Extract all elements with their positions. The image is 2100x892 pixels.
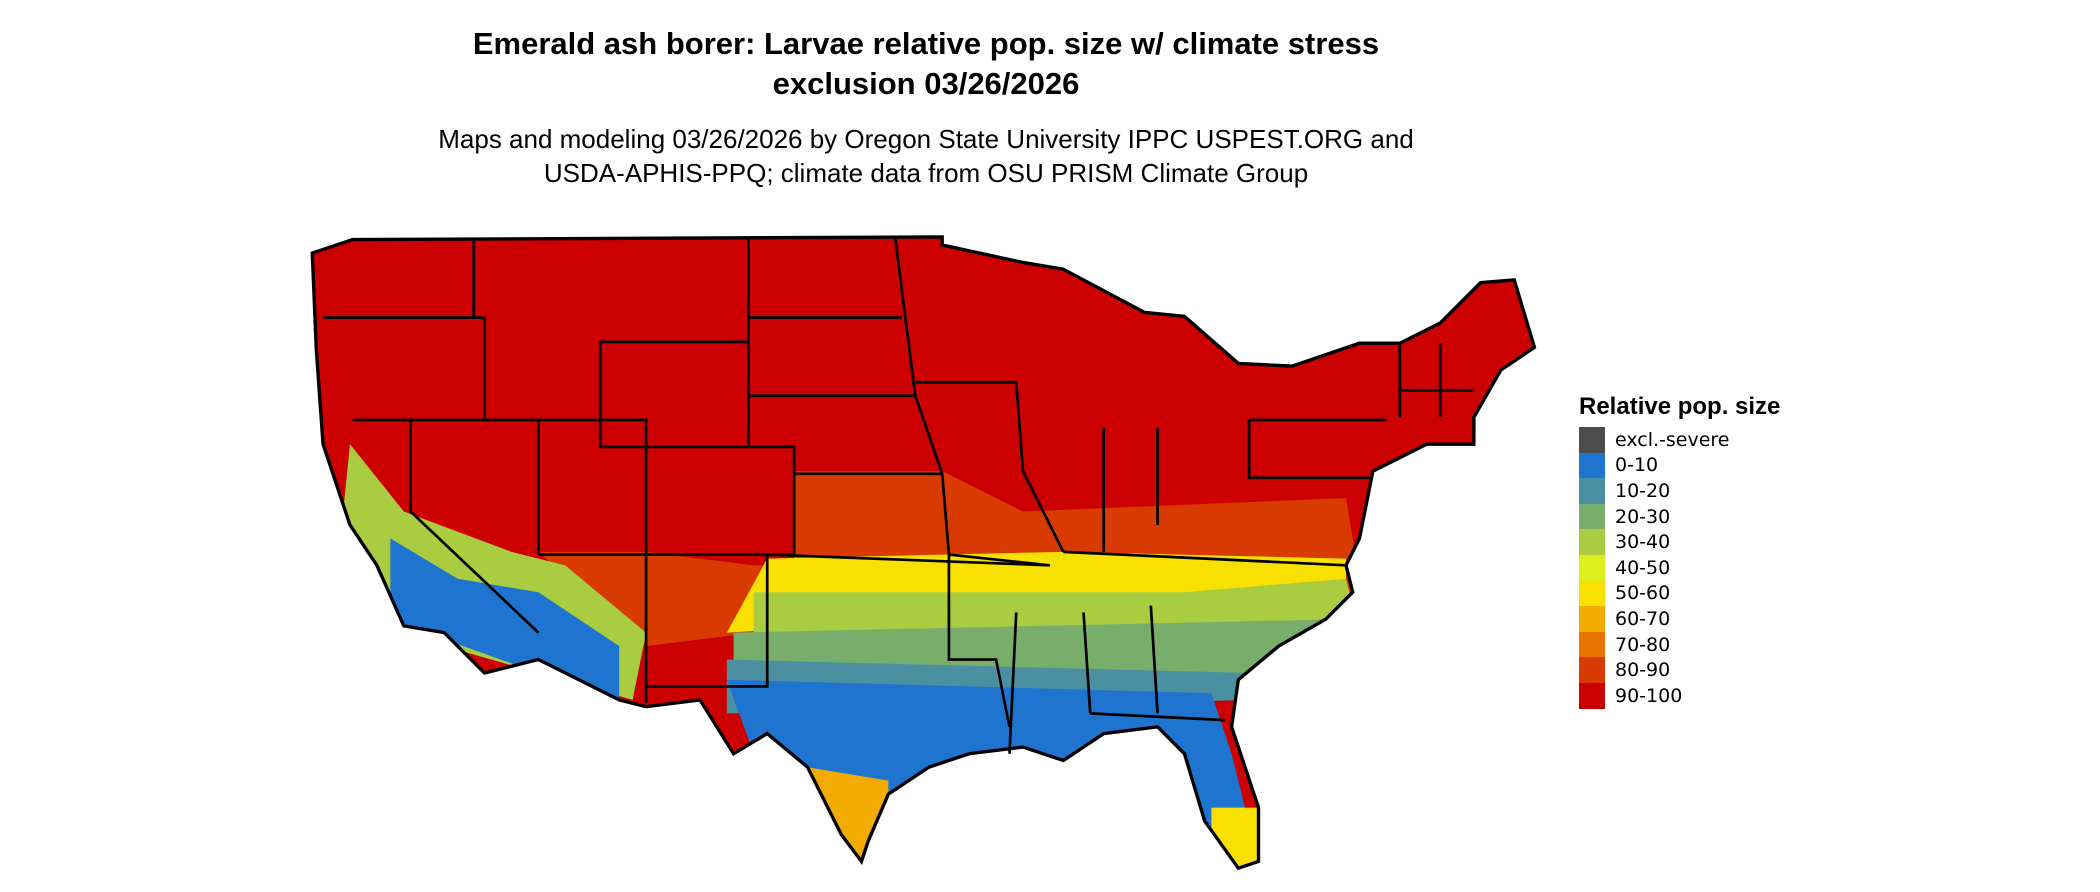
legend-label: 20-30 — [1615, 505, 1671, 528]
legend-label: 50-60 — [1615, 582, 1671, 605]
legend-item: 70-80 — [1579, 631, 1780, 658]
legend-item: 30-40 — [1579, 529, 1780, 555]
legend-item: 10-20 — [1579, 478, 1780, 504]
legend-swatch — [1579, 452, 1605, 479]
legend-item: 80-90 — [1579, 657, 1780, 683]
legend: Relative pop. size excl.-severe 0-10 10-20… — [1579, 393, 1780, 709]
legend-item: 60-70 — [1579, 606, 1780, 632]
legend-swatch — [1579, 657, 1605, 683]
legend-swatch — [1579, 631, 1605, 658]
legend-swatch — [1579, 606, 1605, 632]
legend-item: 40-50 — [1579, 554, 1780, 581]
legend-item: 90-100 — [1579, 682, 1780, 709]
legend-swatch — [1579, 478, 1605, 504]
legend-swatch — [1579, 503, 1605, 530]
legend-label: 70-80 — [1615, 633, 1671, 656]
legend-label: 30-40 — [1615, 531, 1671, 554]
legend-item: 20-30 — [1579, 503, 1780, 530]
legend-item: 0-10 — [1579, 452, 1780, 479]
subtitle: Maps and modeling 03/26/2026 by Oregon S… — [438, 124, 1414, 188]
legend-item: excl.-severe — [1579, 427, 1780, 453]
legend-label: 90-100 — [1615, 684, 1683, 707]
legend-label: 40-50 — [1615, 556, 1671, 579]
legend-swatch — [1579, 554, 1605, 581]
legend-swatch — [1579, 580, 1605, 607]
map-body — [310, 235, 1537, 870]
legend-label: 10-20 — [1615, 479, 1671, 502]
legend-label: 0-10 — [1615, 454, 1659, 477]
title: Emerald ash borer: Larvae relative pop. … — [472, 26, 1380, 101]
legend-label: 60-70 — [1615, 607, 1671, 630]
legend-items: excl.-severe 0-10 10-20 20-30 30-40 40-50 50-6… — [1579, 427, 1780, 709]
legend-item: 50-60 — [1579, 580, 1780, 607]
legend-label: excl.-severe — [1615, 428, 1730, 451]
legend-label: 80-90 — [1615, 659, 1671, 682]
legend-swatch — [1579, 427, 1605, 453]
legend-swatch — [1579, 682, 1605, 709]
legend-swatch — [1579, 529, 1605, 555]
legend-title: Relative pop. size — [1579, 393, 1781, 420]
